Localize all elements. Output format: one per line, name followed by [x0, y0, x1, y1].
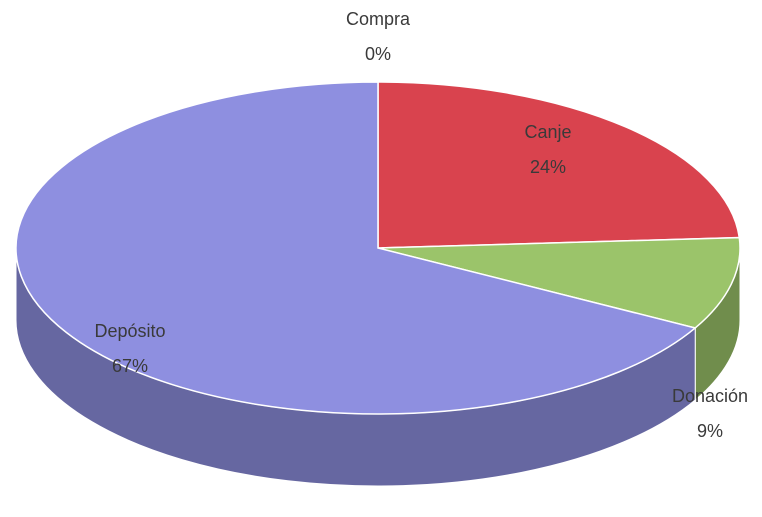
slice	[377, 236, 741, 329]
category-label: Depósito	[94, 321, 165, 341]
category-label: Compra	[346, 9, 411, 29]
value-label: 24%	[530, 157, 566, 177]
slice	[15, 81, 697, 415]
value-label: 9%	[697, 421, 723, 441]
value-label: 67%	[112, 356, 148, 376]
category-label: Donación	[672, 386, 748, 406]
category-label: Canje	[524, 122, 571, 142]
value-label: 0%	[365, 44, 391, 64]
slice	[377, 81, 741, 249]
